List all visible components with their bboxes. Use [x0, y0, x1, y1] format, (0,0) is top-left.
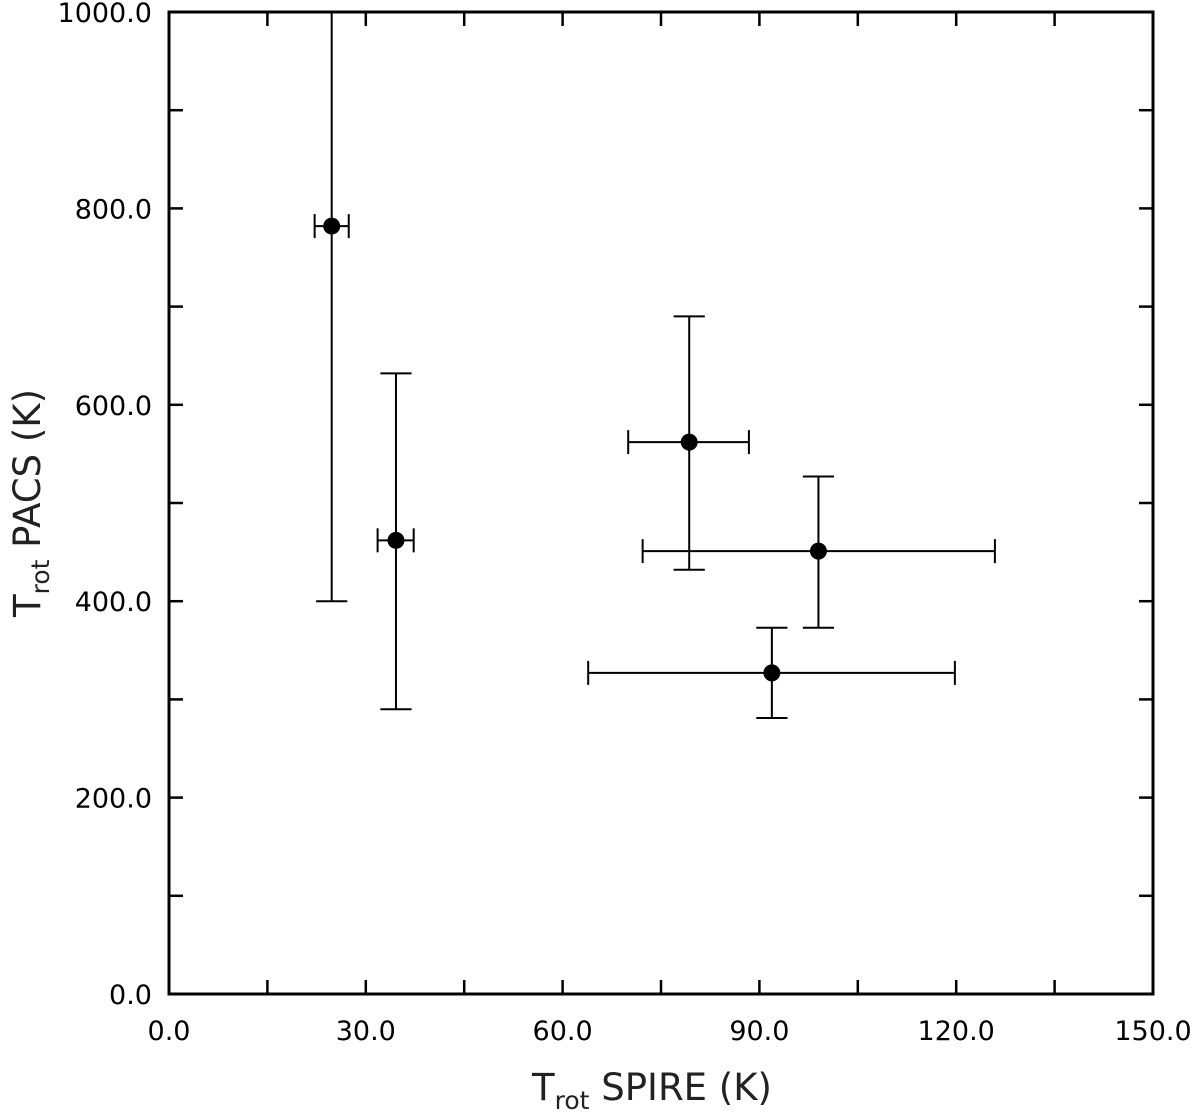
x-tick-label: 0.0 — [148, 1016, 191, 1047]
data-point — [763, 664, 781, 682]
y-tick-label: 0.0 — [109, 980, 152, 1011]
x-tick-label: 150.0 — [1114, 1016, 1191, 1047]
y-axis-label: Trot PACS (K) — [6, 389, 55, 618]
plot-frame — [167, 10, 1155, 996]
data-point — [323, 217, 341, 235]
y-tick-label: 600.0 — [75, 391, 152, 422]
x-tick-labels: 0.0 30.0 60.0 90.0 120.0 150.0 — [148, 1016, 1192, 1047]
x-tick-label: 120.0 — [918, 1016, 995, 1047]
y-tick-label: 800.0 — [75, 194, 152, 225]
x-tick-label: 60.0 — [533, 1016, 593, 1047]
x-tick-label: 30.0 — [336, 1016, 396, 1047]
x-tick-label: 90.0 — [729, 1016, 789, 1047]
data-point — [387, 531, 405, 549]
error-bars — [313, 12, 996, 720]
x-axis-label: Trot SPIRE (K) — [531, 1066, 772, 1115]
data-point — [809, 542, 827, 560]
data-points — [323, 217, 827, 682]
y-tick-label: 400.0 — [75, 587, 152, 618]
data-point — [680, 433, 698, 451]
y-tick-labels: 0.0 200.0 400.0 600.0 800.0 1000.0 — [58, 0, 152, 1011]
y-tick-label: 1000.0 — [58, 0, 152, 29]
axis-ticks — [167, 10, 1155, 996]
y-tick-label: 200.0 — [75, 784, 152, 815]
